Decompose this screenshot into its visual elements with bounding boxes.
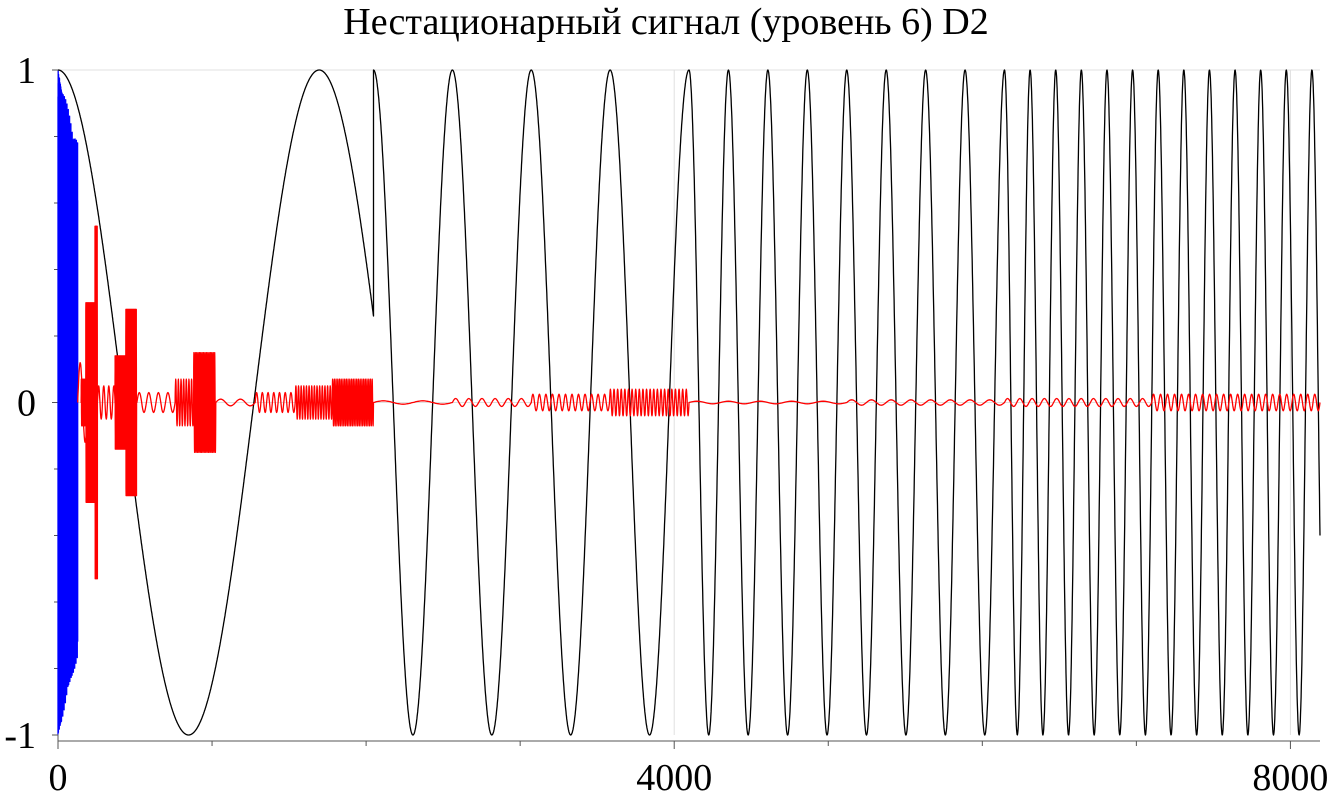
plot-area xyxy=(57,69,1321,736)
series-line-3 xyxy=(77,225,1321,580)
y-tick-label: 0 xyxy=(17,383,36,425)
chart-title: Нестационарный сигнал (уровень 6) D2 xyxy=(343,1,988,43)
y-tick-label: 1 xyxy=(17,50,36,92)
y-tick-label: -1 xyxy=(4,715,36,757)
series-line-1 xyxy=(57,69,1321,736)
x-tick-label: 4000 xyxy=(636,757,712,799)
x-tick-label: 8000 xyxy=(1252,757,1328,799)
series-line-2 xyxy=(57,70,79,735)
tick-labels: 0 4000 8000 1 0 -1 xyxy=(4,50,1328,799)
x-tick-label: 0 xyxy=(49,757,68,799)
